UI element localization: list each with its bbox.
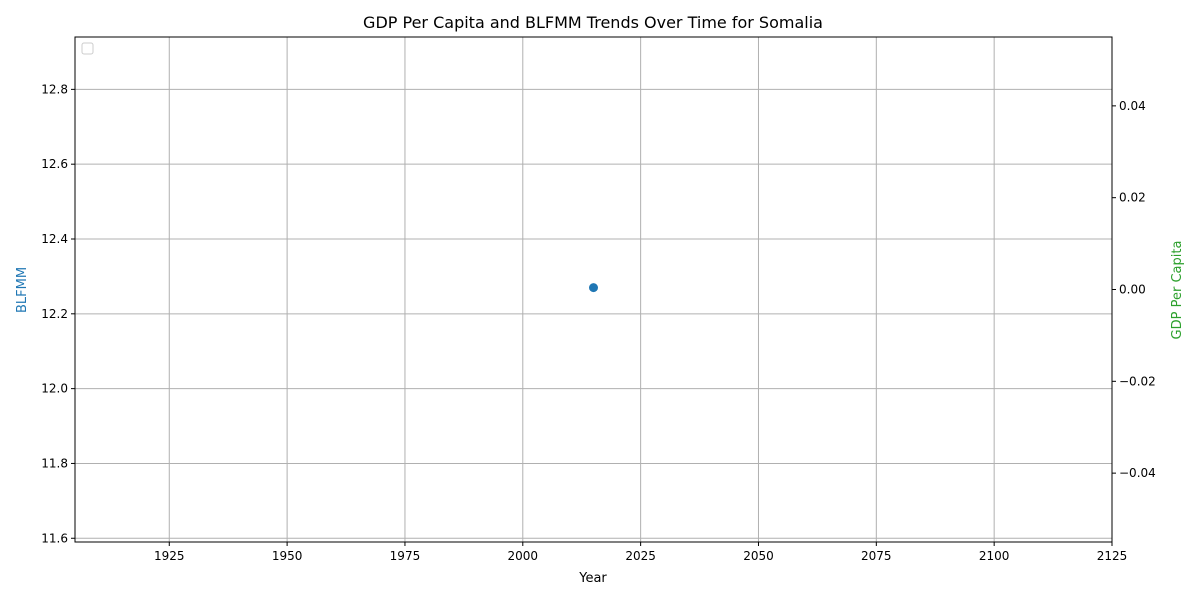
x-tick-label: 2075 [861,549,892,563]
legend-box [81,42,94,55]
x-tick-label: 2100 [979,549,1010,563]
y-right-tick-label: 0.00 [1119,283,1146,297]
axis-ticks: 1925 1950 1975 2000 2025 2050 2075 2100 2125 11.6… [41,82,1156,563]
x-tick-label: 2000 [508,549,539,563]
y-left-tick-label: 12.8 [41,82,68,96]
data-point [589,283,598,293]
y-right-tick-label: 0.02 [1119,191,1146,205]
y-axis-label-left: BLFMM [15,267,30,313]
y-left-tick-label: 11.8 [41,456,68,470]
x-tick-label: 1950 [272,549,303,563]
y-right-tick-label: −0.04 [1119,466,1156,480]
y-right-tick-label: −0.02 [1119,374,1156,388]
grid-lines [75,37,1113,542]
data-points [589,283,598,293]
x-tick-label: 2125 [1097,549,1128,563]
x-tick-label: 1975 [390,549,421,563]
y-axis-label-right: GDP Per Capita [1170,241,1185,340]
x-axis-label: Year [578,571,607,586]
x-tick-label: 2050 [743,549,774,563]
y-right-tick-label: 0.04 [1119,99,1146,113]
y-left-tick-label: 12.0 [41,382,68,396]
y-left-tick-label: 12.6 [41,157,68,171]
x-tick-label: 2025 [625,549,656,563]
y-left-tick-label: 11.6 [41,531,68,545]
y-left-tick-label: 12.2 [41,307,68,321]
chart-title: GDP Per Capita and BLFMM Trends Over Tim… [363,13,823,32]
y-left-tick-label: 12.4 [41,232,68,246]
x-tick-label: 1925 [154,549,185,563]
